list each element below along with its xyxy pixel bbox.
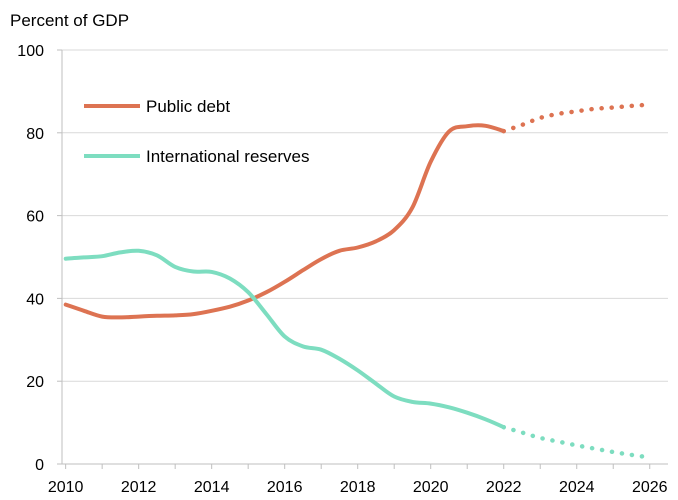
x-tick-label: 2016 xyxy=(267,479,303,496)
public-debt-legend-label: Public debt xyxy=(146,97,230,116)
x-tick-label: 2026 xyxy=(632,479,668,496)
x-tick-label: 2022 xyxy=(486,479,522,496)
y-axis-unit-label: Percent of GDP xyxy=(10,11,130,30)
gridlines xyxy=(62,49,668,382)
international-reserves-projection-line xyxy=(501,424,652,460)
series-lines xyxy=(63,102,652,460)
axes xyxy=(57,49,668,469)
public-debt-projection-line xyxy=(501,102,652,134)
x-tick-label: 2014 xyxy=(194,479,230,496)
x-axis-tick-labels: 2010 2012 2014 2016 2018 2020 2022 2024 2026 xyxy=(48,479,668,496)
x-tick-label: 2018 xyxy=(340,479,376,496)
x-tick-label: 2020 xyxy=(413,479,449,496)
international-reserves-line xyxy=(63,248,506,430)
legend: Public debt International reserves xyxy=(84,97,309,166)
x-tick-label: 2010 xyxy=(48,479,84,496)
y-axis-tick-labels: 0 20 40 60 80 100 xyxy=(17,43,44,474)
y-tick-label: 20 xyxy=(26,374,44,391)
international-reserves-legend-label: International reserves xyxy=(146,147,309,166)
x-tick-label: 2024 xyxy=(559,479,595,496)
y-tick-label: 80 xyxy=(26,126,44,143)
y-tick-label: 0 xyxy=(35,457,44,474)
y-tick-label: 60 xyxy=(26,209,44,226)
x-tick-label: 2012 xyxy=(121,479,157,496)
public-debt-line xyxy=(63,123,506,320)
y-tick-label: 100 xyxy=(17,43,44,60)
y-tick-label: 40 xyxy=(26,291,44,308)
